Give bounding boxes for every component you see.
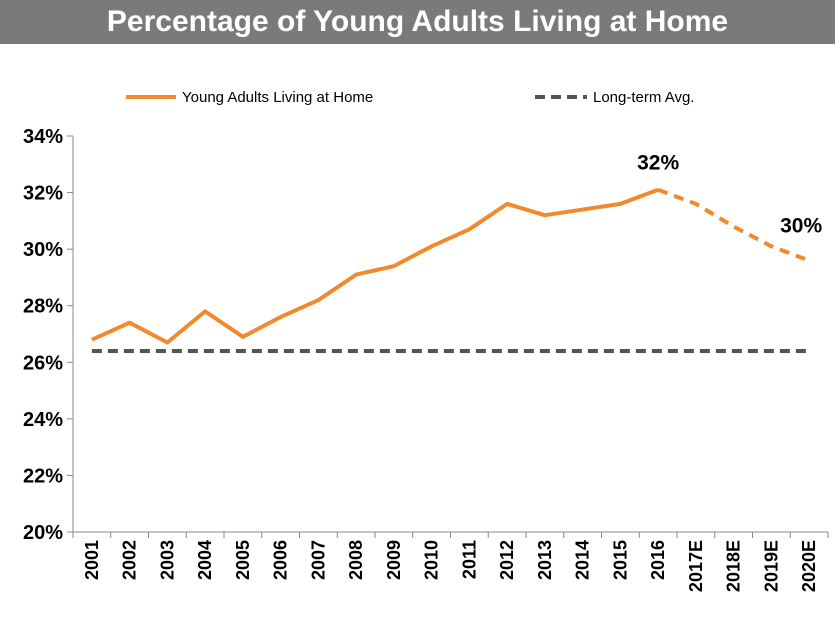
x-tick-label: 2020E bbox=[799, 540, 819, 592]
y-axis-ticks: 20% 22% 24% 26% 28% 30% 32% 34% bbox=[23, 126, 73, 544]
x-tick-label: 2012 bbox=[497, 540, 517, 580]
y-tick-label: 28% bbox=[23, 296, 63, 318]
series-line-young-adults-forecast bbox=[657, 187, 810, 263]
axes bbox=[72, 136, 828, 533]
y-tick-label: 24% bbox=[23, 409, 63, 431]
data-label: 32% bbox=[637, 152, 679, 175]
x-axis-ticks: 2001 2002 2003 2004 2005 2006 2007 2008 2009 2010… bbox=[72, 532, 829, 592]
x-tick-label: 2019E bbox=[761, 540, 781, 592]
y-tick-label: 32% bbox=[23, 183, 63, 205]
x-tick-label: 2003 bbox=[157, 540, 177, 580]
x-tick-label: 2014 bbox=[573, 540, 593, 580]
y-tick-label: 22% bbox=[23, 465, 63, 487]
x-tick-label: 2006 bbox=[271, 540, 291, 580]
x-tick-label: 2010 bbox=[422, 540, 442, 580]
chart-title: Percentage of Young Adults Living at Hom… bbox=[106, 5, 729, 38]
x-tick-label: 2005 bbox=[233, 540, 253, 580]
y-tick-label: 20% bbox=[23, 522, 63, 544]
y-tick-label: 26% bbox=[23, 352, 63, 374]
x-tick-label: 2016 bbox=[648, 540, 668, 580]
title-bar bbox=[0, 0, 835, 44]
series-lines bbox=[91, 187, 810, 353]
x-tick-label: 2011 bbox=[459, 540, 479, 579]
y-tick-label: 34% bbox=[23, 126, 63, 148]
x-tick-label: 2008 bbox=[346, 540, 366, 580]
series-line-young-adults bbox=[91, 187, 659, 345]
legend-label-young-adults: Young Adults Living at Home bbox=[182, 89, 373, 106]
x-tick-label: 2007 bbox=[308, 540, 328, 580]
annotations: 32% 30% bbox=[637, 152, 822, 238]
legend-label-long-term-avg: Long-term Avg. bbox=[593, 89, 694, 106]
x-tick-label: 2015 bbox=[610, 540, 630, 580]
x-tick-label: 2018E bbox=[724, 540, 744, 592]
y-tick-label: 30% bbox=[23, 239, 63, 261]
x-tick-label: 2001 bbox=[82, 540, 102, 580]
x-tick-label: 2004 bbox=[195, 540, 215, 580]
data-label: 30% bbox=[780, 214, 822, 237]
legend: Young Adults Living at Home Long-term Av… bbox=[126, 89, 694, 106]
x-tick-label: 2002 bbox=[120, 540, 140, 580]
x-tick-label: 2009 bbox=[384, 540, 404, 580]
x-tick-label: 2017E bbox=[686, 540, 706, 592]
x-tick-label: 2013 bbox=[535, 540, 555, 580]
